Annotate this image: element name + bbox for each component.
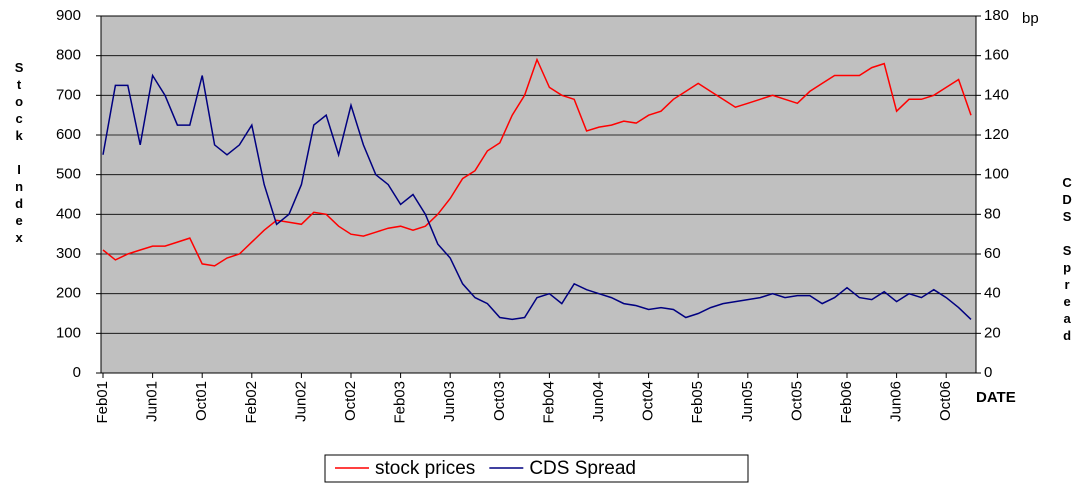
y-tick-label: 200 xyxy=(56,285,81,302)
y2-unit: bp xyxy=(1022,10,1039,27)
y-axis-title: Stock Index xyxy=(12,60,27,247)
x-tick-label: Jun03 xyxy=(441,381,458,422)
x-axis-title: DATE xyxy=(976,389,1016,406)
series-line xyxy=(102,57,972,267)
x-tick-label: Jun04 xyxy=(590,381,607,422)
y2-tick-label: 20 xyxy=(984,324,1001,341)
legend-box xyxy=(324,454,749,483)
y2-tick-label: 120 xyxy=(984,126,1009,143)
y-tick-label: 800 xyxy=(56,47,81,64)
y-tick-label: 100 xyxy=(56,324,81,341)
x-tick-label: Jun01 xyxy=(144,381,161,422)
plot-area xyxy=(100,15,977,374)
y2-tick-label: 140 xyxy=(984,86,1009,103)
y-tick-label: 400 xyxy=(56,205,81,222)
y2-tick-label: 100 xyxy=(984,166,1009,183)
x-tick-label: Feb01 xyxy=(94,381,111,424)
y2-tick-label: 60 xyxy=(984,245,1001,262)
y2-tick-label: 0 xyxy=(984,364,992,381)
x-tick-label: Jun02 xyxy=(292,381,309,422)
y2-tick-label: 80 xyxy=(984,205,1001,222)
y-tick-label: 0 xyxy=(73,364,81,381)
legend-label: CDS Spread xyxy=(529,458,636,479)
y-tick-label: 600 xyxy=(56,126,81,143)
series-line xyxy=(102,73,972,321)
y2-axis-title: CDS Spread xyxy=(1060,175,1075,345)
y2-tick-label: 40 xyxy=(984,285,1001,302)
x-tick-label: Oct04 xyxy=(640,381,657,421)
x-tick-label: Oct02 xyxy=(342,381,359,421)
x-tick-label: Oct03 xyxy=(491,381,508,421)
x-tick-label: Feb04 xyxy=(540,381,557,424)
x-tick-label: Feb02 xyxy=(243,381,260,424)
x-tick-label: Oct01 xyxy=(193,381,210,421)
x-tick-label: Feb03 xyxy=(392,381,409,424)
x-tick-label: Jun06 xyxy=(888,381,905,422)
y2-tick-label: 180 xyxy=(984,7,1009,24)
y-tick-label: 700 xyxy=(56,86,81,103)
y2-tick-label: 160 xyxy=(984,47,1009,64)
x-tick-label: Oct06 xyxy=(937,381,954,421)
y-tick-label: 900 xyxy=(56,7,81,24)
y-tick-label: 300 xyxy=(56,245,81,262)
x-tick-label: Jun05 xyxy=(739,381,756,422)
x-tick-label: Oct05 xyxy=(788,381,805,421)
x-tick-label: Feb05 xyxy=(689,381,706,424)
x-tick-label: Feb06 xyxy=(838,381,855,424)
y-tick-label: 500 xyxy=(56,166,81,183)
legend-label: stock prices xyxy=(375,458,475,479)
